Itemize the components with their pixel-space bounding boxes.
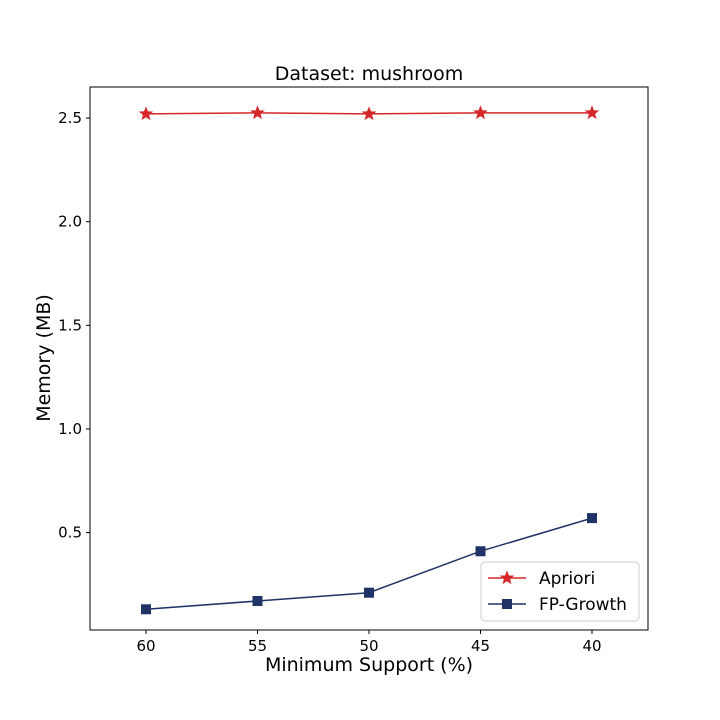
- legend-marker-apriori: [499, 570, 515, 585]
- y-tick-label: 0.5: [58, 524, 82, 542]
- x-axis: 60 55 50 45 40: [136, 630, 602, 655]
- y-tick-label: 1.0: [58, 420, 82, 438]
- x-tick-label: 55: [248, 637, 267, 655]
- x-tick-label: 40: [582, 637, 601, 655]
- x-tick-label: 50: [359, 637, 378, 655]
- series-layer: [138, 105, 600, 615]
- legend-box: [480, 561, 640, 622]
- data-point-fp-growth: [475, 546, 486, 557]
- x-tick-label: 60: [136, 637, 155, 655]
- legend-label-apriori: Apriori: [539, 569, 595, 589]
- series-fp-growth: [141, 513, 597, 615]
- x-tick-label: 45: [471, 637, 490, 655]
- data-point-apriori: [138, 106, 154, 121]
- data-point-fp-growth: [587, 513, 597, 524]
- legend-label-fp-growth: FP-Growth: [539, 595, 627, 615]
- legend: Apriori FP-Growth: [480, 561, 640, 622]
- data-point-apriori: [361, 106, 377, 121]
- data-point-apriori: [250, 105, 265, 120]
- data-point-apriori: [584, 105, 600, 120]
- y-tick-label: 2.0: [58, 213, 82, 231]
- data-point-fp-growth: [364, 587, 374, 598]
- chart-title: Dataset: mushroom: [275, 63, 464, 85]
- y-axis: 0.5 1.0 1.5 2.0 2.5: [58, 109, 90, 542]
- y-tick-label: 2.5: [58, 109, 82, 127]
- legend-marker-fp-growth: [502, 599, 512, 609]
- y-tick-label: 1.5: [58, 316, 82, 334]
- data-point-fp-growth: [252, 595, 263, 606]
- plot-area: [89, 86, 649, 631]
- x-axis-label: Minimum Support (%): [265, 654, 473, 676]
- data-point-apriori: [473, 105, 488, 120]
- y-axis-label: Memory (MB): [33, 294, 55, 422]
- data-point-fp-growth: [141, 604, 151, 615]
- series-apriori: [138, 105, 600, 121]
